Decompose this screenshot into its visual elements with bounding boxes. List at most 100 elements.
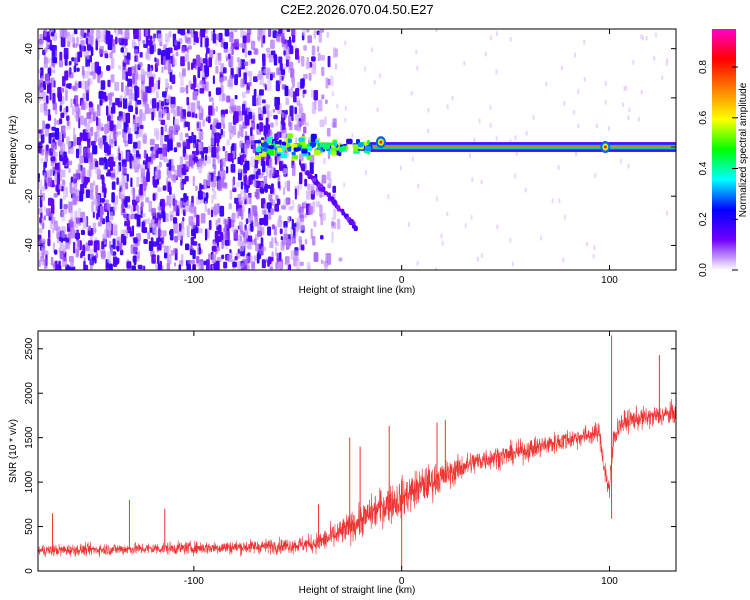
noise-cell	[222, 146, 226, 152]
noise-cell	[123, 122, 128, 134]
carrier-fragment	[255, 147, 262, 153]
noise-cell	[333, 47, 336, 59]
noise-cell	[80, 40, 86, 46]
noise-cell	[75, 148, 80, 159]
noise-cell	[246, 179, 250, 186]
noise-cell	[301, 56, 305, 67]
noise-cell	[196, 244, 200, 255]
noise-cell	[642, 35, 645, 41]
snr-xtick-label: -100	[184, 576, 204, 587]
noise-cell	[160, 119, 166, 126]
noise-cell	[344, 40, 347, 46]
noise-cell	[203, 179, 208, 190]
noise-cell	[250, 255, 253, 265]
noise-cell	[135, 157, 140, 167]
noise-cell	[270, 186, 274, 194]
noise-cell	[43, 259, 48, 269]
noise-cell	[242, 233, 246, 238]
noise-cell	[208, 253, 211, 261]
noise-cell	[333, 208, 337, 220]
noise-cell	[283, 221, 288, 228]
noise-cell	[551, 198, 554, 204]
noise-cell	[70, 98, 73, 108]
noise-cell	[217, 52, 222, 62]
noise-cell	[135, 107, 138, 115]
noise-cell	[68, 69, 71, 78]
spectrogram-ytick-label: 0	[24, 144, 35, 150]
noise-cell	[290, 233, 293, 246]
noise-cell	[243, 174, 247, 187]
noise-cell	[264, 183, 268, 193]
noise-cell	[225, 166, 229, 174]
noise-cell	[50, 256, 54, 266]
noise-cell	[304, 178, 308, 187]
noise-cell	[173, 45, 178, 51]
noise-cell	[72, 141, 76, 147]
noise-cell	[311, 56, 316, 62]
carrier-fragment	[301, 144, 308, 149]
noise-cell	[38, 69, 41, 74]
noise-cell	[621, 102, 624, 108]
noise-cell	[327, 55, 331, 68]
spectrogram-xtick-label: 100	[601, 275, 618, 286]
noise-cell	[285, 109, 288, 115]
carrier-fragment	[266, 136, 274, 140]
noise-cell	[215, 238, 220, 244]
noise-cell	[373, 80, 376, 86]
noise-cell	[301, 78, 305, 87]
noise-cell	[194, 206, 197, 218]
noise-cell	[489, 105, 492, 111]
noise-cell	[275, 117, 278, 127]
noise-cell	[65, 237, 70, 243]
noise-cell	[66, 115, 70, 122]
noise-cell	[331, 231, 334, 243]
noise-cell	[168, 134, 173, 139]
noise-cell	[238, 57, 241, 67]
branch-cell	[346, 216, 351, 221]
noise-cell	[107, 251, 112, 263]
noise-cell	[44, 47, 48, 53]
noise-cell	[182, 150, 186, 157]
noise-cell	[210, 135, 215, 146]
noise-cell	[58, 265, 62, 270]
noise-cell	[216, 138, 219, 147]
noise-cell	[128, 100, 132, 107]
noise-cell	[91, 140, 96, 146]
noise-cell	[205, 58, 208, 67]
noise-cell	[233, 232, 238, 240]
figure-title: C2E2.2026.070.04.50.E27	[280, 2, 433, 17]
noise-cell	[96, 104, 100, 110]
noise-cell	[311, 102, 316, 114]
noise-cell	[92, 112, 96, 122]
noise-cell	[142, 91, 148, 102]
noise-cell	[628, 107, 631, 113]
snr-ytick-label: 2500	[24, 337, 35, 360]
noise-cell	[276, 67, 281, 76]
noise-cell	[427, 107, 430, 113]
noise-cell	[259, 218, 264, 225]
noise-cell	[70, 228, 76, 239]
noise-cell	[324, 262, 328, 270]
carrier-fragment	[291, 151, 296, 156]
noise-cell	[215, 65, 219, 74]
noise-cell	[76, 67, 80, 72]
noise-cell	[327, 171, 331, 181]
noise-cell	[564, 214, 567, 220]
noise-cell	[152, 175, 155, 186]
noise-cell	[75, 189, 80, 198]
noise-cell	[300, 214, 305, 223]
noise-cell	[48, 229, 51, 239]
noise-cell	[179, 182, 183, 189]
noise-cell	[321, 174, 327, 184]
noise-cell	[238, 207, 243, 217]
noise-cell	[623, 86, 626, 92]
noise-cell	[198, 158, 204, 165]
noise-cell	[52, 69, 56, 74]
noise-cell	[87, 230, 93, 236]
noise-cell	[284, 256, 290, 265]
noise-cell	[288, 61, 294, 71]
noise-cell	[56, 178, 61, 187]
noise-cell	[69, 181, 73, 194]
noise-cell	[495, 69, 498, 75]
noise-cell	[191, 112, 195, 118]
